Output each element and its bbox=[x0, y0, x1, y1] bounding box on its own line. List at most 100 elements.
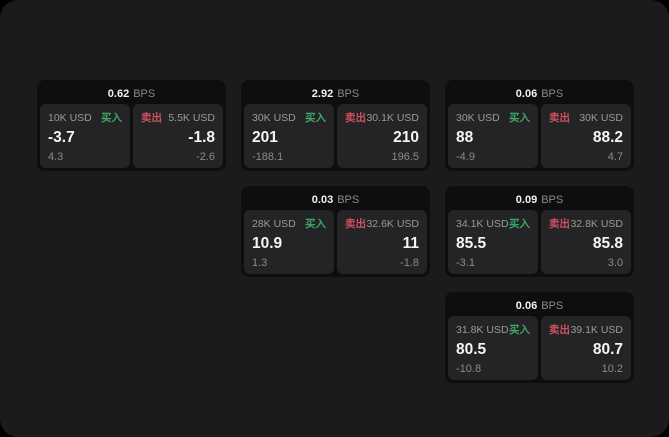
quote-card: 0.06 BPS 31.8K USD 买入 80.5 -10.8 卖出 39.1… bbox=[445, 292, 634, 383]
bps-header: 0.06 BPS bbox=[448, 83, 631, 104]
sell-side-label: 卖出 bbox=[345, 112, 366, 124]
sell-side-label: 卖出 bbox=[549, 112, 570, 124]
sell-tile[interactable]: 卖出 5.5K USD -1.8 -2.6 bbox=[133, 104, 223, 168]
buy-size-label: 31.8K USD bbox=[456, 323, 509, 336]
sell-price: 85.8 bbox=[592, 235, 623, 253]
bps-value: 0.06 bbox=[515, 87, 538, 100]
sell-tile[interactable]: 卖出 32.8K USD 85.8 3.0 bbox=[541, 210, 631, 274]
buy-delta: -3.1 bbox=[456, 256, 475, 269]
buy-size-label: 30K USD bbox=[252, 111, 296, 124]
buy-side-label: 买入 bbox=[509, 218, 530, 230]
bps-unit-label: BPS bbox=[541, 193, 564, 206]
buy-delta: 1.3 bbox=[252, 256, 268, 269]
sell-price: 210 bbox=[393, 129, 419, 147]
buy-size-label: 34.1K USD bbox=[456, 217, 509, 230]
sell-size-label: 30.1K USD bbox=[366, 111, 419, 124]
sell-size-label: 32.6K USD bbox=[366, 217, 419, 230]
sell-tile[interactable]: 卖出 39.1K USD 80.7 10.2 bbox=[541, 316, 631, 380]
sell-tile-header: 卖出 39.1K USD bbox=[549, 322, 623, 337]
bps-header: 0.03 BPS bbox=[244, 189, 427, 210]
buy-side-label: 买入 bbox=[305, 218, 326, 230]
buy-tile[interactable]: 34.1K USD 买入 85.5 -3.1 bbox=[448, 210, 538, 274]
bps-value: 0.62 bbox=[107, 87, 130, 100]
buy-delta: 4.3 bbox=[48, 150, 64, 163]
sell-tile-header: 卖出 32.8K USD bbox=[549, 216, 623, 231]
bps-value: 2.92 bbox=[311, 87, 334, 100]
sell-side-label: 卖出 bbox=[141, 112, 162, 124]
buy-tile-header: 31.8K USD 买入 bbox=[456, 322, 530, 337]
bps-unit-label: BPS bbox=[133, 87, 156, 100]
bps-unit-label: BPS bbox=[337, 193, 360, 206]
sell-tile[interactable]: 卖出 30.1K USD 210 196.5 bbox=[337, 104, 427, 168]
buy-tile-header: 30K USD 买入 bbox=[252, 110, 326, 125]
quote-card-grid: 0.62 BPS 10K USD 买入 -3.7 4.3 卖出 5.5K USD bbox=[37, 80, 634, 383]
buy-price: 88 bbox=[456, 129, 474, 147]
sell-size-label: 30K USD bbox=[579, 111, 623, 124]
tiles-row: 31.8K USD 买入 80.5 -10.8 卖出 39.1K USD 80.… bbox=[448, 316, 631, 380]
buy-tile-header: 30K USD 买入 bbox=[456, 110, 530, 125]
bps-value: 0.03 bbox=[311, 193, 334, 206]
sell-size-label: 32.8K USD bbox=[570, 217, 623, 230]
sell-delta: 4.7 bbox=[607, 150, 623, 163]
bps-value: 0.06 bbox=[515, 299, 538, 312]
quote-card: 0.62 BPS 10K USD 买入 -3.7 4.3 卖出 5.5K USD bbox=[37, 80, 226, 171]
bps-header: 0.62 BPS bbox=[40, 83, 223, 104]
buy-price: 85.5 bbox=[456, 235, 487, 253]
buy-price: 201 bbox=[252, 129, 278, 147]
bps-value: 0.09 bbox=[515, 193, 538, 206]
buy-price: -3.7 bbox=[48, 129, 75, 147]
sell-tile-header: 卖出 30K USD bbox=[549, 110, 623, 125]
bps-unit-label: BPS bbox=[541, 299, 564, 312]
sell-delta: -1.8 bbox=[400, 256, 419, 269]
sell-delta: 196.5 bbox=[391, 150, 419, 163]
tiles-row: 34.1K USD 买入 85.5 -3.1 卖出 32.8K USD 85.8… bbox=[448, 210, 631, 274]
buy-tile[interactable]: 28K USD 买入 10.9 1.3 bbox=[244, 210, 334, 274]
quote-card: 2.92 BPS 30K USD 买入 201 -188.1 卖出 30.1K … bbox=[241, 80, 430, 171]
buy-size-label: 30K USD bbox=[456, 111, 500, 124]
sell-delta: 10.2 bbox=[601, 362, 623, 375]
sell-price: 11 bbox=[402, 235, 419, 253]
sell-tile-header: 卖出 30.1K USD bbox=[345, 110, 419, 125]
buy-size-label: 28K USD bbox=[252, 217, 296, 230]
quote-card: 0.03 BPS 28K USD 买入 10.9 1.3 卖出 32.6K US… bbox=[241, 186, 430, 277]
buy-tile-header: 10K USD 买入 bbox=[48, 110, 122, 125]
buy-side-label: 买入 bbox=[509, 324, 530, 336]
bps-unit-label: BPS bbox=[337, 87, 360, 100]
bps-header: 0.06 BPS bbox=[448, 295, 631, 316]
sell-price: -1.8 bbox=[188, 129, 215, 147]
tiles-row: 30K USD 买入 201 -188.1 卖出 30.1K USD 210 1… bbox=[244, 104, 427, 168]
tiles-row: 10K USD 买入 -3.7 4.3 卖出 5.5K USD -1.8 -2.… bbox=[40, 104, 223, 168]
sell-price: 80.7 bbox=[592, 341, 623, 359]
buy-delta: -4.9 bbox=[456, 150, 475, 163]
buy-side-label: 买入 bbox=[101, 112, 122, 124]
sell-size-label: 5.5K USD bbox=[168, 111, 215, 124]
sell-side-label: 卖出 bbox=[345, 218, 366, 230]
quote-card: 0.09 BPS 34.1K USD 买入 85.5 -3.1 卖出 32.8K… bbox=[445, 186, 634, 277]
sell-tile[interactable]: 卖出 32.6K USD 11 -1.8 bbox=[337, 210, 427, 274]
sell-tile-header: 卖出 32.6K USD bbox=[345, 216, 419, 231]
buy-tile-header: 34.1K USD 买入 bbox=[456, 216, 530, 231]
buy-delta: -188.1 bbox=[252, 150, 284, 163]
buy-side-label: 买入 bbox=[305, 112, 326, 124]
sell-delta: 3.0 bbox=[607, 256, 623, 269]
sell-price: 88.2 bbox=[592, 129, 623, 147]
buy-tile[interactable]: 31.8K USD 买入 80.5 -10.8 bbox=[448, 316, 538, 380]
buy-price: 80.5 bbox=[456, 341, 487, 359]
buy-tile[interactable]: 10K USD 买入 -3.7 4.3 bbox=[40, 104, 130, 168]
sell-tile[interactable]: 卖出 30K USD 88.2 4.7 bbox=[541, 104, 631, 168]
tiles-row: 28K USD 买入 10.9 1.3 卖出 32.6K USD 11 -1.8 bbox=[244, 210, 427, 274]
buy-delta: -10.8 bbox=[456, 362, 482, 375]
sell-tile-header: 卖出 5.5K USD bbox=[141, 110, 215, 125]
buy-tile[interactable]: 30K USD 买入 88 -4.9 bbox=[448, 104, 538, 168]
buy-tile[interactable]: 30K USD 买入 201 -188.1 bbox=[244, 104, 334, 168]
buy-tile-header: 28K USD 买入 bbox=[252, 216, 326, 231]
bps-unit-label: BPS bbox=[541, 87, 564, 100]
sell-side-label: 卖出 bbox=[549, 218, 570, 230]
bps-header: 0.09 BPS bbox=[448, 189, 631, 210]
sell-side-label: 卖出 bbox=[549, 324, 570, 336]
bps-header: 2.92 BPS bbox=[244, 83, 427, 104]
buy-side-label: 买入 bbox=[509, 112, 530, 124]
quote-card: 0.06 BPS 30K USD 买入 88 -4.9 卖出 30K USD bbox=[445, 80, 634, 171]
sell-delta: -2.6 bbox=[196, 150, 215, 163]
